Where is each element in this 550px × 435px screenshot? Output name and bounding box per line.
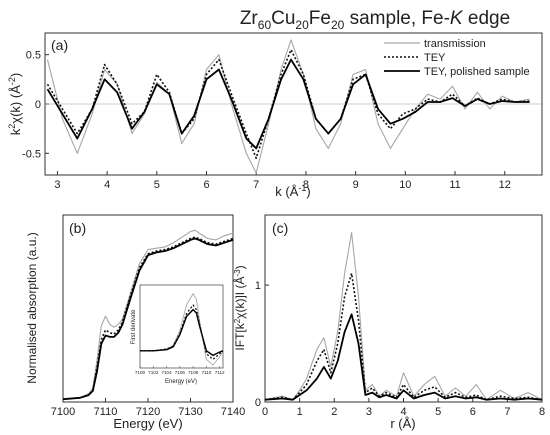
panel-b-x-tick-label: 7110 — [94, 406, 118, 418]
panel-c-y-tick-label: 1 — [255, 280, 261, 292]
panel-a-y-tick-label: -0.5 — [22, 148, 41, 160]
panel-a-x-axis-title: k (Å-1) — [275, 183, 310, 199]
panel-a-x-tick-label: 4 — [104, 179, 110, 191]
panel-a-series-tey-polished-sample — [46, 58, 530, 150]
panel-b-label: (b) — [69, 220, 86, 236]
inset-series-tey — [140, 304, 224, 361]
inset-x-tick-label: 7110 — [201, 370, 211, 375]
panel-b-series-tey-polished-sample — [62, 237, 234, 401]
inset-x-tick-label: 7112 — [215, 370, 225, 375]
panel-a-x-tick-label: 12 — [499, 179, 511, 191]
panel-a-x-tick-label: 11 — [449, 179, 460, 191]
panel-a-x-tick-label: 6 — [203, 179, 209, 191]
panel-c-x-tick-label: 0 — [262, 406, 268, 418]
panel-c-series-tey-polished-sample — [264, 313, 543, 401]
legend-label-transmission: transmission — [424, 38, 486, 50]
panel-a-x-tick-label: 10 — [399, 179, 411, 191]
panel-c: (c) r (Å) IFT[k2χ(k)]I (Å-3) 0 1 2 3 4 5 6 7 8 0 1 — [232, 214, 545, 431]
panel-a-series-transmission — [46, 39, 530, 174]
panel-c-y-axis-title: IFT[k2χ(k)]I (Å-3) — [232, 265, 247, 350]
panel-a-legend: transmission TEY TEY, polished sample — [384, 38, 530, 78]
panel-b-inset: First derivate Energy (eV) 7100 7102 7104 7… — [131, 284, 225, 385]
inset-x-tick-label: 7102 — [148, 370, 159, 375]
panel-c-x-tick-label: 1 — [297, 406, 303, 418]
panel-b-x-tick-label: 7100 — [51, 406, 75, 418]
legend-label-tey-polished: TEY, polished sample — [424, 66, 530, 78]
inset-x-tick-label: 7104 — [161, 370, 172, 375]
panel-c-x-tick-label: 7 — [504, 406, 510, 418]
panel-c-x-tick-label: 8 — [539, 406, 545, 418]
panel-a-y-tick-label: 0.5 — [26, 50, 41, 62]
panel-a-label: (a) — [51, 37, 68, 53]
panel-b-series-transmission — [62, 229, 234, 400]
panel-b-y-axis-title: Normalised absorption (a.u.) — [25, 232, 39, 383]
inset-x-tick-label: 7106 — [175, 370, 186, 375]
panel-b-x-tick-label: 7120 — [136, 406, 160, 418]
panel-c-series-tey — [264, 272, 543, 401]
inset-series-tey-polished-sample — [140, 308, 224, 357]
panel-a-x-tick-label: 5 — [154, 179, 160, 191]
panel-c-x-tick-label: 5 — [435, 406, 441, 418]
panel-a: (a) transmission TEY TEY, polished sampl… — [7, 32, 543, 199]
inset-x-tick-label: 7100 — [135, 370, 146, 375]
panel-a-x-tick-label: 8 — [303, 179, 309, 191]
legend-label-tey: TEY — [424, 52, 446, 64]
panel-a-x-tick-label: 3 — [54, 179, 60, 191]
panel-c-label: (c) — [272, 220, 288, 236]
panel-c-x-tick-label: 2 — [331, 406, 337, 418]
panel-c-y-tick-label: 0 — [255, 397, 261, 409]
panel-c-x-tick-label: 3 — [366, 406, 372, 418]
inset-frame — [139, 284, 224, 369]
figure-title: Zr60Cu20Fe20 sample, Fe-K edge — [240, 8, 510, 32]
inset-x-tick-label: 7108 — [188, 370, 199, 375]
panel-a-y-tick-label: 0 — [35, 99, 41, 111]
panel-b-x-tick-label: 7130 — [178, 406, 202, 418]
panel-b-x-axis-title: Energy (eV) — [113, 416, 182, 431]
panel-c-x-tick-label: 4 — [400, 406, 406, 418]
inset-x-axis-title: Energy (eV) — [165, 379, 197, 385]
panel-c-series-transmission — [264, 231, 543, 401]
inset-y-axis-title: First derivate — [131, 309, 137, 344]
panel-a-y-axis-title: k2χ(k) (Å-2) — [7, 73, 23, 135]
panel-c-x-axis-title: r (Å) — [390, 416, 415, 431]
panel-b: (b) Energy (eV) Normalised absorption (a… — [25, 214, 245, 431]
panel-c-x-tick-label: 6 — [470, 406, 476, 418]
panel-a-x-tick-label: 9 — [353, 179, 359, 191]
panel-b-x-tick-label: 7140 — [221, 406, 245, 418]
panel-a-x-tick-label: 7 — [253, 179, 259, 191]
